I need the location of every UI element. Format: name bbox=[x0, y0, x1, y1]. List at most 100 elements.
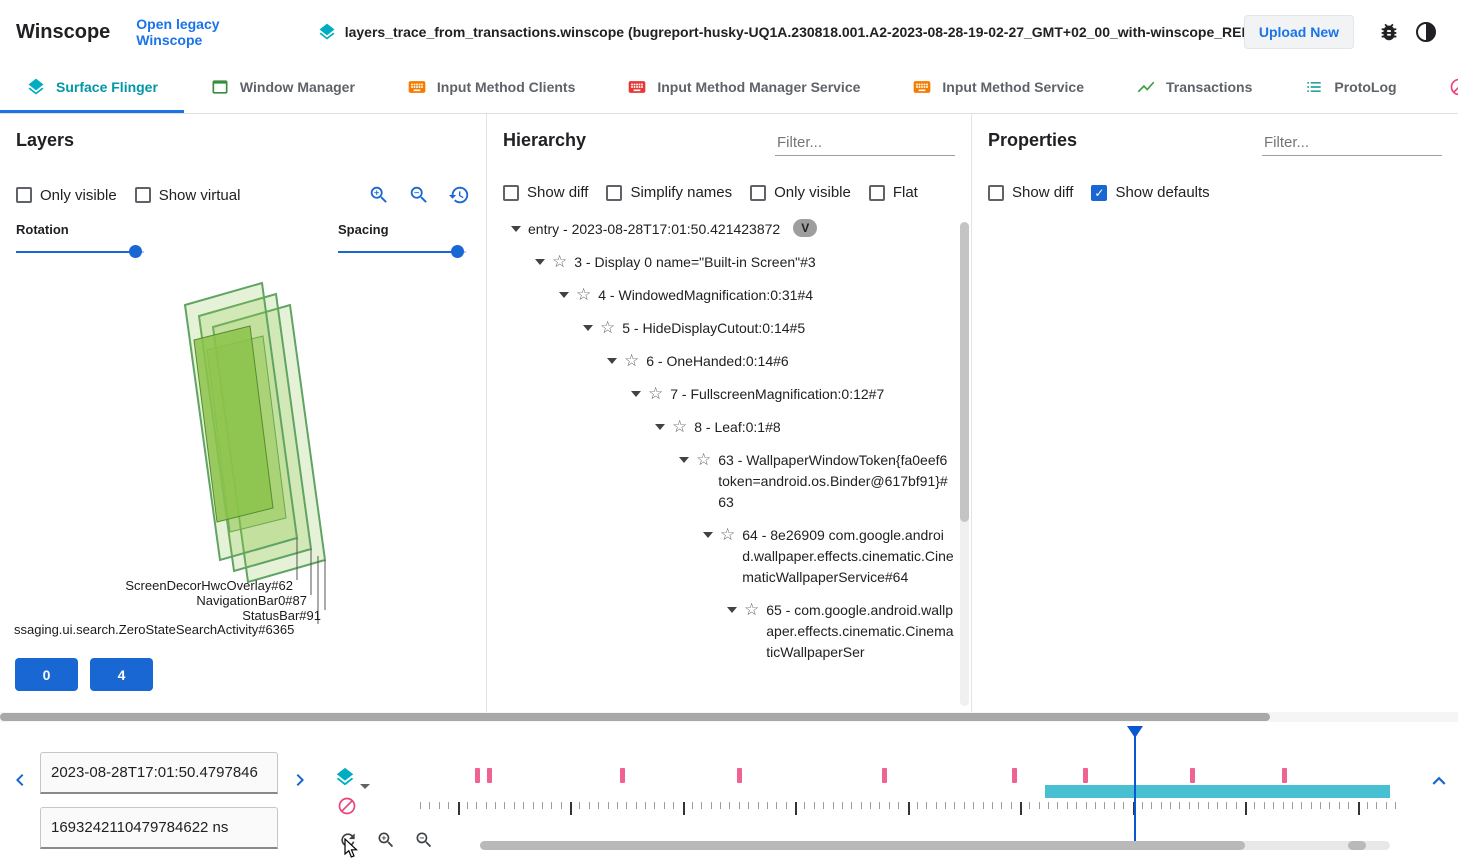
transaction-event-mark[interactable] bbox=[1083, 768, 1088, 783]
ruler-tick bbox=[1310, 802, 1312, 809]
content-scrollbar[interactable] bbox=[0, 712, 1458, 722]
star-icon[interactable]: ☆ bbox=[648, 384, 664, 403]
timeline-cursor-handle[interactable] bbox=[1126, 726, 1143, 738]
transaction-event-mark[interactable] bbox=[1190, 768, 1196, 783]
tab-protolog[interactable]: ProtoLog bbox=[1278, 64, 1422, 113]
ruler-tick bbox=[813, 802, 815, 809]
collapse-caret-icon[interactable] bbox=[727, 607, 737, 613]
collapse-caret-icon[interactable] bbox=[511, 226, 521, 232]
tree-node[interactable]: ☆ 63 - WallpaperWindowToken{fa0eef6 toke… bbox=[503, 444, 955, 519]
dark-mode-toggle[interactable] bbox=[1410, 16, 1442, 48]
collapse-caret-icon[interactable] bbox=[679, 457, 689, 463]
star-icon[interactable]: ☆ bbox=[696, 450, 712, 469]
transaction-event-mark[interactable] bbox=[882, 768, 888, 783]
rotation-slider-thumb[interactable] bbox=[129, 245, 143, 258]
tab-transactions[interactable]: Transactions bbox=[1110, 64, 1278, 113]
ruler-tick bbox=[504, 802, 506, 809]
prev-entry-button[interactable] bbox=[8, 768, 32, 792]
tree-node[interactable]: ☆ 6 - OneHanded:0:14#6 bbox=[503, 345, 955, 378]
tree-node-entry[interactable]: entry - 2023-08-28T17:01:50.421423872 V bbox=[503, 213, 955, 246]
display-button-4[interactable]: 4 bbox=[90, 658, 153, 691]
ruler-tick bbox=[466, 802, 468, 809]
show-defaults-checkbox[interactable]: Show defaults bbox=[1091, 184, 1210, 201]
tree-node[interactable]: ☆ 65 - com.google.android.wallpaper.effe… bbox=[503, 594, 955, 665]
zoom-out-button[interactable] bbox=[408, 184, 430, 206]
rotation-slider[interactable] bbox=[16, 245, 144, 259]
transaction-event-mark[interactable] bbox=[474, 768, 480, 783]
collapse-caret-icon[interactable] bbox=[559, 292, 569, 298]
collapse-caret-icon[interactable] bbox=[703, 532, 713, 538]
tree-node[interactable]: ☆ 4 - WindowedMagnification:0:31#4 bbox=[503, 279, 955, 312]
range-thumb-small[interactable] bbox=[1348, 841, 1366, 850]
star-icon[interactable]: ☆ bbox=[720, 525, 736, 544]
star-icon[interactable]: ☆ bbox=[600, 318, 616, 337]
tree-node-label: 64 - 8e26909 com.google.android.wallpape… bbox=[742, 527, 954, 585]
collapse-caret-icon[interactable] bbox=[583, 325, 593, 331]
trace-selector-caret-icon[interactable] bbox=[360, 784, 370, 789]
rotation-slider-label: Rotation bbox=[16, 222, 69, 237]
star-icon[interactable]: ☆ bbox=[576, 285, 592, 304]
transaction-event-mark[interactable] bbox=[1011, 768, 1017, 783]
transaction-event-mark[interactable] bbox=[619, 768, 625, 783]
properties-filter-input[interactable] bbox=[1262, 130, 1442, 156]
zoom-in-button[interactable] bbox=[368, 184, 390, 206]
tab-window-manager[interactable]: Window Manager bbox=[184, 64, 381, 113]
ruler-tick bbox=[860, 802, 862, 809]
show-virtual-checkbox[interactable]: Show virtual bbox=[134, 187, 240, 204]
collapse-caret-icon[interactable] bbox=[607, 358, 617, 364]
next-entry-button[interactable] bbox=[288, 768, 312, 792]
star-icon[interactable]: ☆ bbox=[624, 351, 640, 370]
display-button-0[interactable]: 0 bbox=[15, 658, 78, 691]
timeline-range-scrollbar[interactable] bbox=[480, 841, 1390, 850]
spacing-slider[interactable] bbox=[338, 245, 466, 259]
tree-node[interactable]: ☆ 5 - HideDisplayCutout:0:14#5 bbox=[503, 312, 955, 345]
only-visible-checkbox[interactable]: Only visible bbox=[16, 187, 117, 204]
tree-node[interactable]: ☆ 8 - Leaf:0:1#8 bbox=[503, 411, 955, 444]
timeline-zoom-in-button[interactable] bbox=[376, 830, 396, 850]
transaction-event-mark[interactable] bbox=[736, 768, 742, 783]
transaction-event-mark[interactable] bbox=[487, 768, 493, 783]
tab-input-method-service[interactable]: Input Method Service bbox=[886, 64, 1110, 113]
tree-node[interactable]: ☆ 3 - Display 0 name="Built-in Screen"#3 bbox=[503, 246, 955, 279]
ruler-tick bbox=[841, 802, 843, 809]
timeline-zoom-out-button[interactable] bbox=[414, 830, 434, 850]
timeline-reset-zoom-button[interactable] bbox=[338, 830, 358, 850]
only-visible-checkbox[interactable]: Only visible bbox=[750, 184, 851, 201]
tab-transitions[interactable]: Transitions bbox=[1423, 64, 1458, 113]
tree-node[interactable]: ☆ 64 - 8e26909 com.google.android.wallpa… bbox=[503, 519, 955, 594]
surface-flinger-trace-icon[interactable] bbox=[334, 766, 356, 788]
star-icon[interactable]: ☆ bbox=[744, 600, 760, 619]
ruler-tick bbox=[1226, 802, 1228, 809]
tab-input-method-manager-service[interactable]: Input Method Manager Service bbox=[601, 64, 886, 113]
range-thumb[interactable] bbox=[480, 841, 1245, 850]
layers-3d-view[interactable] bbox=[0, 250, 487, 650]
flat-checkbox[interactable]: Flat bbox=[868, 184, 918, 201]
upload-new-button[interactable]: Upload New bbox=[1243, 15, 1354, 49]
tree-node[interactable]: ☆ 7 - FullscreenMagnification:0:12#7 bbox=[503, 378, 955, 411]
open-legacy-link[interactable]: Open legacy Winscope bbox=[136, 16, 220, 48]
expand-timeline-button[interactable] bbox=[1426, 768, 1452, 794]
transactions-trace-icon[interactable] bbox=[337, 796, 357, 816]
bug-report-button[interactable] bbox=[1374, 17, 1404, 47]
star-icon[interactable]: ☆ bbox=[672, 417, 688, 436]
tab-surface-flinger[interactable]: Surface Flinger bbox=[0, 64, 184, 113]
timestamp-ns-input[interactable]: 1693242110479784622 ns bbox=[40, 807, 278, 849]
transaction-event-mark[interactable] bbox=[1281, 768, 1287, 783]
star-icon[interactable]: ☆ bbox=[552, 252, 568, 271]
timestamp-human-input[interactable]: 2023-08-28T17:01:50.4797846 bbox=[40, 752, 278, 794]
show-diff-checkbox[interactable]: Show diff bbox=[503, 184, 588, 201]
sf-trace-bar[interactable] bbox=[1044, 785, 1391, 798]
hierarchy-scrollbar[interactable] bbox=[960, 222, 969, 706]
timeline-canvas[interactable] bbox=[420, 722, 1396, 860]
layer-label: ssaging.ui.search.ZeroStateSearchActivit… bbox=[14, 622, 295, 637]
collapse-caret-icon[interactable] bbox=[631, 391, 641, 397]
collapse-caret-icon[interactable] bbox=[535, 259, 545, 265]
tab-input-method-clients[interactable]: Input Method Clients bbox=[381, 64, 601, 113]
ruler-tick bbox=[1254, 802, 1256, 809]
simplify-names-checkbox[interactable]: Simplify names bbox=[606, 184, 732, 201]
reset-view-button[interactable] bbox=[448, 184, 470, 206]
hierarchy-filter-input[interactable] bbox=[775, 130, 955, 156]
spacing-slider-thumb[interactable] bbox=[451, 245, 465, 258]
properties-show-diff-checkbox[interactable]: Show diff bbox=[988, 184, 1073, 201]
collapse-caret-icon[interactable] bbox=[655, 424, 665, 430]
